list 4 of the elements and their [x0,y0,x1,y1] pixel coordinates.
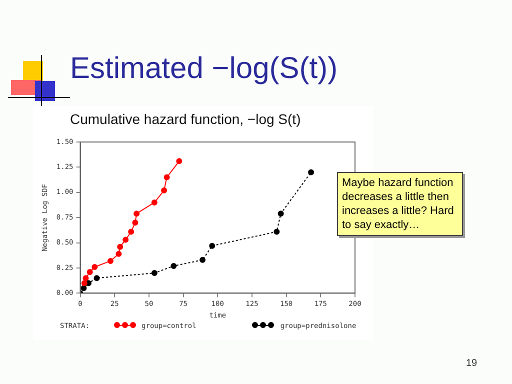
chart-title: Estimated −log(S(t)) [70,52,338,86]
chart-subtitle: Cumulative hazard function, −log S(t) [70,111,301,127]
text: 19 [466,358,478,369]
annotation: Maybe hazard function decreases a little then increases a little? Hard to say exactly… [337,172,463,236]
